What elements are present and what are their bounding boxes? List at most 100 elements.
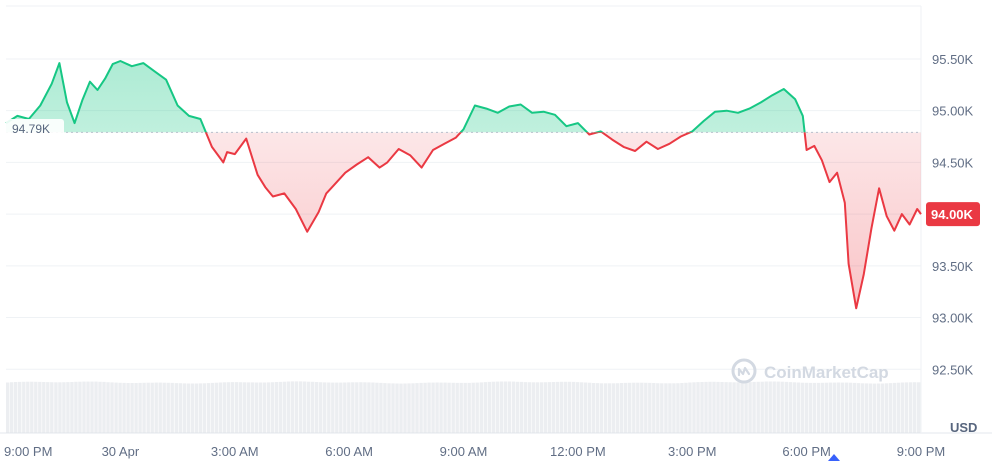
volume-bar (186, 383, 191, 433)
volume-bar (102, 381, 106, 433)
volume-bar (812, 382, 817, 433)
volume-bar (676, 383, 680, 433)
volume-bar (451, 382, 455, 433)
volume-bar (467, 382, 471, 433)
volume-bar (599, 383, 604, 433)
current-price-label: 94.00K (931, 207, 974, 222)
volume-bar (832, 382, 837, 433)
volume-bar (142, 382, 146, 433)
volume-bar (214, 382, 219, 433)
volume-bar (499, 381, 504, 433)
x-tick-label: 6:00 PM (782, 444, 830, 459)
y-tick-label: 92.50K (932, 362, 974, 377)
volume-bar (359, 382, 363, 433)
volume-bar (860, 383, 865, 433)
y-axis: 92.50K 93.00K 93.50K 94.50K 95.00K 95.50K (932, 52, 974, 377)
volume-bar (491, 381, 496, 433)
volume-bar (319, 382, 323, 433)
volume-bar (507, 381, 512, 433)
volume-bar (363, 382, 367, 433)
volume-bar (262, 382, 267, 433)
volume-bar (210, 382, 215, 433)
volume-bar (82, 381, 86, 433)
y-tick-label: 93.00K (932, 311, 974, 326)
x-tick-label: 3:00 AM (211, 444, 259, 459)
volume-bar (519, 381, 524, 433)
volume-bar (716, 381, 720, 433)
volume-bar (323, 382, 327, 433)
volume-bar (78, 381, 82, 433)
volume-bar (347, 382, 351, 433)
volume-bar (732, 382, 736, 433)
volume-bar (34, 381, 38, 433)
volume-bar (311, 381, 315, 433)
volume-bar (704, 381, 708, 433)
volume-bar (355, 382, 359, 433)
watermark-text: CoinMarketCap (764, 363, 889, 382)
volume-bar (595, 383, 600, 433)
volume-bar (459, 382, 463, 433)
volume-bar (331, 382, 335, 433)
volume-bar (844, 382, 849, 433)
y-tick-label: 94.50K (932, 155, 974, 170)
price-lines (5, 60, 922, 310)
volume-bar (628, 382, 632, 433)
volume-bar (290, 381, 295, 433)
volume-bar (6, 382, 10, 433)
area-above-baseline (6, 61, 805, 133)
volume-bar (900, 382, 905, 433)
volume-bar (752, 381, 756, 433)
volume-bar (896, 382, 901, 433)
current-price-tag: 94.00K (926, 202, 980, 227)
volume-bar (555, 381, 560, 433)
volume-bar (106, 382, 110, 433)
volume-bar (471, 382, 475, 433)
volume-bar (856, 383, 861, 433)
volume-bar (708, 381, 712, 433)
volume-bar (575, 382, 580, 433)
volume-bar (531, 382, 536, 433)
volume-bar (74, 381, 78, 433)
x-tick-label: 6:00 AM (325, 444, 373, 459)
volume-bar (395, 383, 399, 433)
volume-bar (30, 381, 34, 433)
volume-bar (672, 383, 676, 433)
volume-bar (712, 381, 716, 433)
volume-bar (624, 382, 628, 433)
volume-bar (14, 382, 18, 433)
volume-bar (18, 381, 22, 433)
volume-bar (110, 382, 114, 433)
volume-bar (258, 382, 263, 433)
volume-bar (551, 382, 556, 433)
volume-bar (736, 382, 740, 433)
volume-bar (443, 382, 447, 433)
volume-bar (652, 383, 656, 433)
volume-bar (90, 381, 94, 433)
volume-bar (198, 383, 203, 433)
volume-bar (439, 382, 443, 433)
volume-bar (776, 381, 780, 433)
volume-bar (46, 382, 50, 433)
volume-bar (587, 382, 592, 433)
volume-bar (419, 382, 423, 433)
open-price-label-text: 94.79K (12, 122, 50, 136)
more-data-indicator-icon (828, 454, 840, 461)
volume-bar (190, 383, 195, 433)
volume-bar (66, 382, 70, 433)
volume-bar (146, 382, 150, 433)
volume-bar (62, 382, 66, 433)
volume-bar (772, 381, 776, 433)
volume-bar (303, 381, 307, 433)
volume-bar (840, 382, 845, 433)
volume-bar (391, 383, 395, 433)
volume-bar (315, 382, 319, 433)
y-tick-label: 95.50K (932, 52, 974, 67)
volume-bar (796, 382, 801, 433)
volume-bar (182, 383, 187, 433)
volume-bar (178, 383, 183, 433)
volume-bar (820, 382, 825, 433)
volume-bar (242, 382, 247, 433)
volume-bar (788, 382, 793, 433)
volume-bars (6, 381, 921, 433)
volume-bar (475, 382, 479, 433)
